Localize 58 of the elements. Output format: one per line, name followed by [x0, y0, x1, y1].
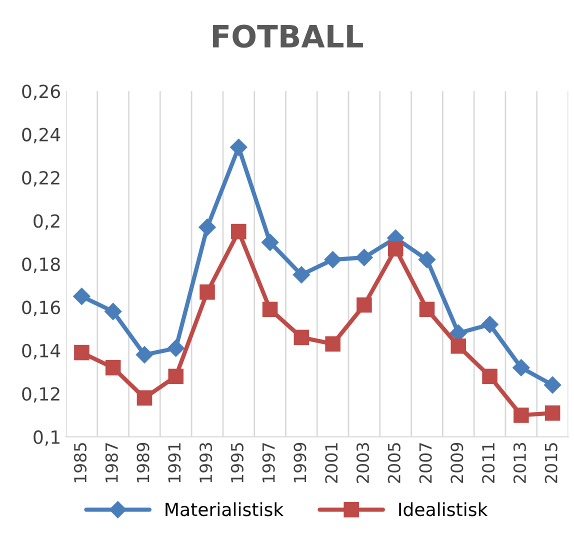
x-tick-label: 1993	[199, 443, 212, 482]
point	[481, 316, 498, 334]
x-tick-label: 2011	[482, 443, 495, 483]
point	[418, 251, 436, 268]
point	[544, 376, 562, 394]
point	[261, 234, 279, 251]
point	[136, 390, 152, 406]
point	[514, 408, 529, 423]
point	[74, 344, 90, 360]
point	[262, 302, 278, 317]
x-tick-label: 2005	[388, 443, 400, 483]
legend-label: Idealistisk	[399, 502, 488, 516]
y-tick-label: 0,12	[22, 387, 60, 403]
x-tick-label: 2001	[325, 443, 338, 483]
point	[544, 405, 560, 421]
x-tick-label: 2007	[419, 443, 432, 483]
chart-title: FOTBALL	[213, 24, 363, 48]
y-tick-label: 0,2	[34, 214, 60, 230]
point	[388, 241, 404, 256]
x-tick-label: 2009	[450, 442, 464, 483]
point	[512, 359, 530, 376]
x-tick-label: 1989	[136, 442, 150, 482]
point	[231, 224, 246, 240]
y-tick-label: 0,1	[34, 430, 60, 446]
x-tick-label: 2015	[544, 443, 558, 483]
point	[324, 251, 342, 268]
x-tick-label: 1991	[168, 443, 181, 482]
point	[450, 338, 466, 354]
y-tick-label: 0,26	[22, 84, 60, 100]
point	[168, 368, 184, 384]
point	[419, 302, 435, 317]
x-tick-label: 1999	[294, 442, 306, 482]
y-tick-label: 0,24	[22, 128, 60, 144]
x-tick-label: 2003	[356, 443, 370, 483]
point	[104, 302, 122, 320]
point	[292, 266, 310, 284]
y-tick-label: 0,16	[22, 300, 60, 316]
point	[325, 336, 340, 352]
x-tick-label: 1985	[74, 443, 87, 482]
y-tick-label: 0,18	[22, 257, 60, 273]
point	[167, 340, 184, 357]
point	[356, 297, 372, 313]
point	[200, 284, 215, 300]
point	[294, 330, 310, 346]
point	[198, 218, 216, 236]
x-tick-label: 2013	[513, 443, 526, 483]
y-tick-label: 0,14	[22, 344, 60, 360]
legend-label: Materialistisk	[166, 502, 284, 516]
point	[73, 288, 90, 305]
point	[105, 360, 121, 376]
x-tick-label: 1987	[105, 443, 118, 482]
x-tick-label: 1997	[262, 443, 275, 482]
point	[230, 138, 248, 156]
y-tick-label: 0,22	[22, 171, 60, 187]
x-tick-label: 1995	[230, 443, 244, 482]
point	[482, 368, 498, 384]
point	[136, 346, 154, 364]
point	[356, 248, 373, 266]
